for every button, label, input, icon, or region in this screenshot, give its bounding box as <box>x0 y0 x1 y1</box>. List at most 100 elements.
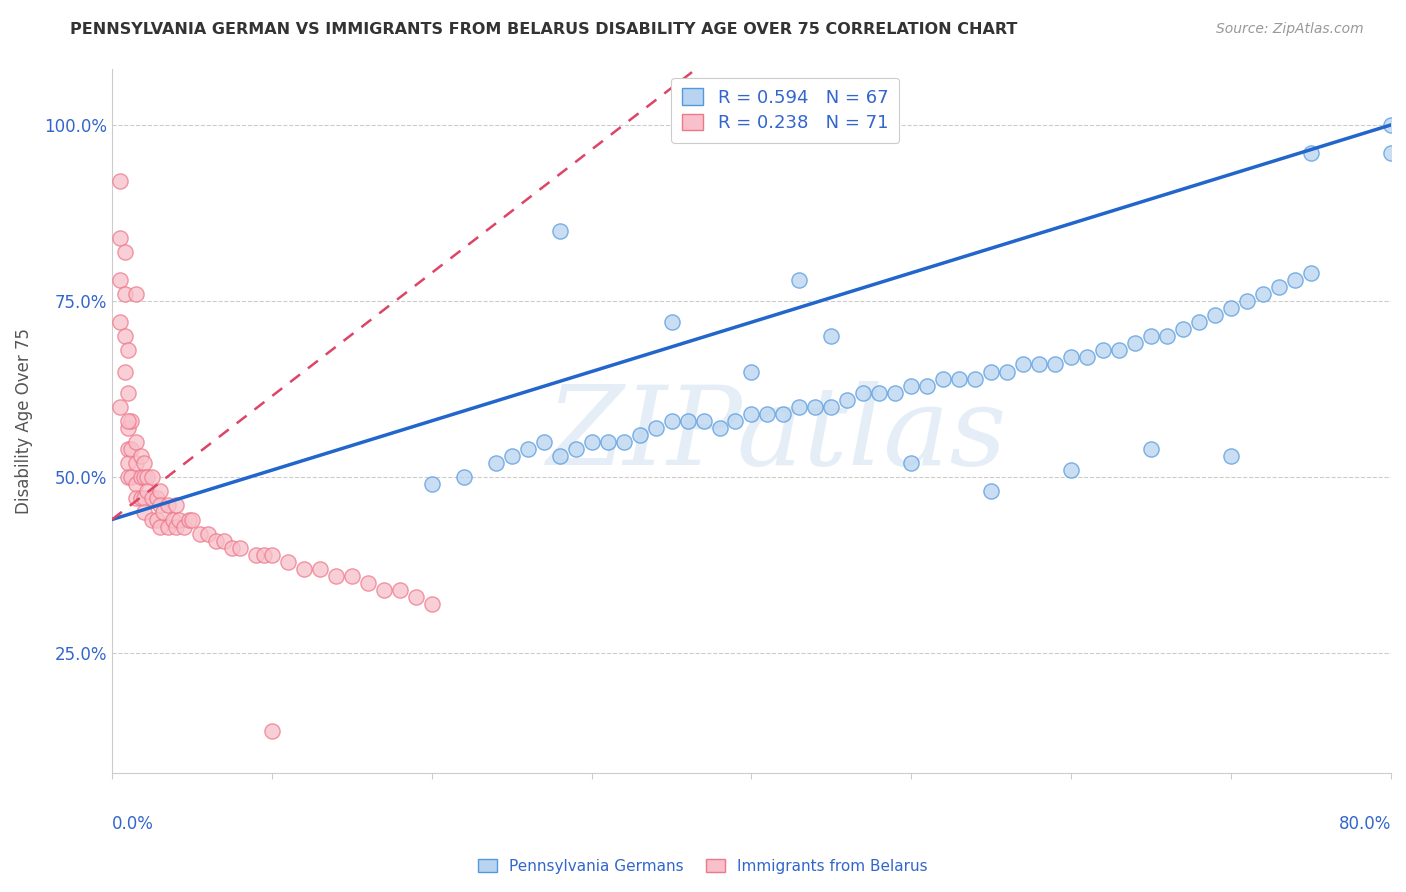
Point <box>420 477 443 491</box>
Point <box>125 477 148 491</box>
Point <box>308 562 330 576</box>
Point <box>141 491 163 506</box>
Point <box>789 400 811 414</box>
Y-axis label: Disability Age Over 75: Disability Age Over 75 <box>15 328 32 514</box>
Point <box>149 484 172 499</box>
Point <box>820 400 842 414</box>
Point <box>125 456 148 470</box>
Point <box>129 470 152 484</box>
Point <box>167 512 190 526</box>
Point <box>388 582 411 597</box>
Text: 80.0%: 80.0% <box>1339 815 1391 833</box>
Point <box>1012 358 1035 372</box>
Point <box>1123 336 1146 351</box>
Point <box>772 407 794 421</box>
Point <box>564 442 586 456</box>
Point <box>117 456 139 470</box>
Point <box>129 491 152 506</box>
Point <box>485 456 508 470</box>
Point <box>229 541 252 555</box>
Point <box>108 400 131 414</box>
Point <box>325 569 347 583</box>
Point <box>180 512 202 526</box>
Point <box>108 315 131 329</box>
Point <box>884 385 907 400</box>
Point <box>1299 146 1322 161</box>
Point <box>340 569 363 583</box>
Point <box>740 407 762 421</box>
Point <box>1156 329 1178 343</box>
Point <box>1220 449 1243 463</box>
Point <box>120 470 142 484</box>
Point <box>149 519 172 533</box>
Point <box>548 224 571 238</box>
Point <box>1220 301 1243 315</box>
Point <box>932 371 955 385</box>
Point <box>132 491 155 506</box>
Point <box>141 512 163 526</box>
Point <box>948 371 970 385</box>
Point <box>644 421 666 435</box>
Point <box>129 449 152 463</box>
Point <box>373 582 395 597</box>
Point <box>120 414 142 428</box>
Text: PENNSYLVANIA GERMAN VS IMMIGRANTS FROM BELARUS DISABILITY AGE OVER 75 CORRELATIO: PENNSYLVANIA GERMAN VS IMMIGRANTS FROM B… <box>70 22 1018 37</box>
Point <box>125 491 148 506</box>
Point <box>117 421 139 435</box>
Point <box>136 470 159 484</box>
Point <box>1140 329 1163 343</box>
Point <box>1284 273 1306 287</box>
Text: ZIPatlas: ZIPatlas <box>547 381 1007 489</box>
Point <box>1236 294 1258 309</box>
Point <box>1204 308 1226 322</box>
Point <box>453 470 475 484</box>
Point <box>661 315 683 329</box>
Point <box>1379 146 1402 161</box>
Text: 0.0%: 0.0% <box>112 815 153 833</box>
Point <box>596 435 619 450</box>
Point <box>114 287 136 301</box>
Point <box>1092 343 1115 358</box>
Point <box>1028 358 1050 372</box>
Point <box>245 548 267 562</box>
Point <box>132 470 155 484</box>
Point <box>1379 118 1402 132</box>
Point <box>165 519 187 533</box>
Point <box>188 526 211 541</box>
Point <box>900 378 922 392</box>
Point <box>1140 442 1163 456</box>
Point <box>117 343 139 358</box>
Point <box>756 407 779 421</box>
Point <box>114 244 136 259</box>
Point <box>117 414 139 428</box>
Point <box>260 723 283 738</box>
Point <box>1251 287 1274 301</box>
Point <box>145 512 167 526</box>
Point <box>628 428 651 442</box>
Point <box>661 414 683 428</box>
Point <box>165 499 187 513</box>
Point <box>917 378 939 392</box>
Point <box>108 273 131 287</box>
Point <box>277 555 299 569</box>
Point <box>149 499 172 513</box>
Point <box>1188 315 1211 329</box>
Point <box>136 484 159 499</box>
Point <box>980 365 1002 379</box>
Point <box>132 456 155 470</box>
Point <box>581 435 603 450</box>
Point <box>692 414 714 428</box>
Point <box>548 449 571 463</box>
Point <box>1299 266 1322 280</box>
Point <box>405 590 427 604</box>
Point <box>740 365 762 379</box>
Point <box>145 491 167 506</box>
Point <box>132 506 155 520</box>
Legend: Pennsylvania Germans, Immigrants from Belarus: Pennsylvania Germans, Immigrants from Be… <box>472 853 934 880</box>
Point <box>1108 343 1130 358</box>
Point <box>900 456 922 470</box>
Text: Source: ZipAtlas.com: Source: ZipAtlas.com <box>1216 22 1364 37</box>
Point <box>253 548 276 562</box>
Point <box>676 414 699 428</box>
Point <box>120 442 142 456</box>
